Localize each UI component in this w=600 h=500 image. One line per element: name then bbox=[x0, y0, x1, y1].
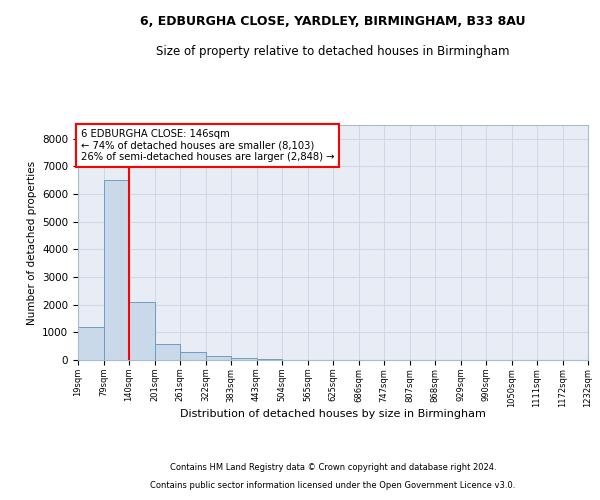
Bar bbox=[205, 356, 231, 360]
Bar bbox=[104, 180, 129, 360]
Bar bbox=[129, 302, 155, 360]
Text: Contains public sector information licensed under the Open Government Licence v3: Contains public sector information licen… bbox=[151, 481, 515, 490]
Y-axis label: Number of detached properties: Number of detached properties bbox=[26, 160, 37, 324]
Bar bbox=[180, 352, 205, 360]
Bar bbox=[257, 359, 282, 360]
X-axis label: Distribution of detached houses by size in Birmingham: Distribution of detached houses by size … bbox=[180, 410, 486, 420]
Text: Size of property relative to detached houses in Birmingham: Size of property relative to detached ho… bbox=[156, 45, 510, 58]
Bar bbox=[231, 358, 257, 360]
Bar bbox=[78, 327, 104, 360]
Text: Contains HM Land Registry data © Crown copyright and database right 2024.: Contains HM Land Registry data © Crown c… bbox=[170, 464, 496, 472]
Bar bbox=[155, 344, 180, 360]
Text: 6, EDBURGHA CLOSE, YARDLEY, BIRMINGHAM, B33 8AU: 6, EDBURGHA CLOSE, YARDLEY, BIRMINGHAM, … bbox=[140, 15, 526, 28]
Text: 6 EDBURGHA CLOSE: 146sqm
← 74% of detached houses are smaller (8,103)
26% of sem: 6 EDBURGHA CLOSE: 146sqm ← 74% of detach… bbox=[80, 128, 334, 162]
